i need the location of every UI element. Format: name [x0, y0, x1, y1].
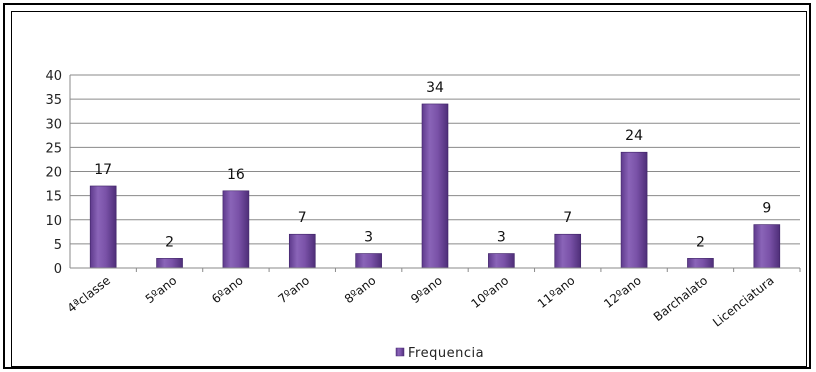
bar [355, 253, 382, 269]
y-tick-label: 25 [45, 141, 62, 156]
x-tick-label: 7ºano [275, 273, 312, 306]
data-label: 24 [625, 128, 643, 144]
chart-frame-inner [11, 11, 807, 367]
bar [488, 253, 515, 269]
bar [687, 258, 714, 269]
legend-label: Frequencia [408, 346, 484, 361]
data-label: 34 [426, 80, 444, 96]
x-axis: 4ªclasse 5ºano 6ºano 7ºano 8ºano 9ºano 10ºano 1… [65, 267, 801, 330]
y-tick-label: 5 [54, 238, 62, 253]
y-tick-label: 0 [54, 262, 62, 277]
y-tick-label: 20 [45, 166, 62, 181]
bars: 17 2 16 7 3 34 3 7 24 2 9 [89, 80, 781, 269]
bar [753, 224, 781, 269]
data-label: 2 [165, 234, 174, 250]
y-tick-label: 10 [45, 214, 62, 229]
x-tick-label: 8ºano [342, 273, 379, 306]
data-label: 16 [227, 167, 245, 183]
data-label: 7 [298, 210, 307, 226]
x-tick-label: 6ºano [209, 273, 246, 306]
bar [421, 103, 449, 269]
legend-swatch [395, 347, 405, 357]
y-tick-label: 35 [45, 93, 62, 108]
data-label: 7 [563, 210, 572, 226]
data-label: 17 [94, 162, 112, 178]
x-tick-label: 4ªclasse [65, 273, 113, 315]
data-label: 3 [497, 230, 506, 246]
x-tick-label: 5ºano [143, 273, 180, 306]
y-tick-label: 15 [45, 190, 62, 205]
legend: Frequencia [395, 346, 484, 361]
bar [156, 258, 183, 269]
data-label: 9 [762, 201, 771, 217]
data-label: 3 [364, 230, 373, 246]
data-label: 2 [696, 234, 705, 250]
bar [89, 185, 117, 269]
x-tick-label: 10ºano [469, 273, 512, 311]
x-tick-label: Licenciatura [710, 273, 777, 329]
x-tick-label: 12ºano [601, 273, 644, 311]
bar [620, 151, 648, 269]
y-tick-label: 30 [45, 117, 62, 132]
x-tick-label: 11ºano [535, 273, 578, 311]
x-tick-label: 9ºano [408, 273, 445, 306]
bar [222, 190, 250, 269]
bar [288, 233, 316, 269]
bar [554, 233, 582, 269]
x-tick-label: Barchalato [651, 273, 710, 324]
y-axis: 0 5 10 15 20 25 30 35 40 [45, 69, 71, 277]
y-tick-label: 40 [45, 69, 62, 84]
